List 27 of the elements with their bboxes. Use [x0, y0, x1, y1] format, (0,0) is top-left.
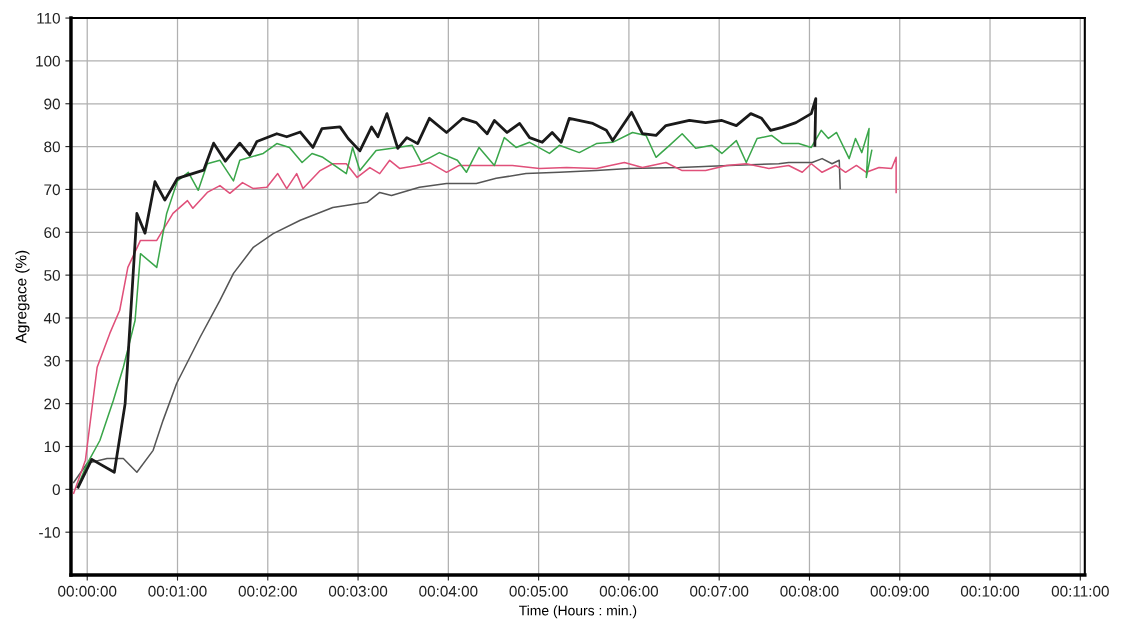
x-tick-label: 00:01:00: [148, 585, 207, 597]
x-tick-label: 00:10:00: [960, 585, 1020, 597]
x-tick-label: 00:04:00: [419, 585, 478, 597]
x-tick-label: 00:06:00: [599, 585, 659, 597]
y-tick-label: 20: [44, 398, 60, 410]
y-tick-label: 30: [44, 355, 60, 367]
y-tick-label: 80: [44, 141, 60, 153]
x-tick-label: 00:07:00: [690, 585, 749, 597]
x-tick-label: 00:00:00: [58, 585, 117, 597]
y-tick-label: 10: [44, 441, 60, 453]
x-tick-label: 00:03:00: [328, 585, 388, 597]
x-tick-label: 00:08:00: [780, 585, 839, 597]
y-axis-title: Agregace (%): [15, 250, 30, 344]
x-tick-label: 00:02:00: [238, 585, 297, 597]
y-tick-label: 0: [52, 484, 60, 496]
y-tick-label: 40: [43, 312, 60, 324]
x-tick-label: 00:11:00: [1051, 585, 1109, 597]
y-tick-label: -10: [39, 527, 60, 538]
y-tick-label: 90: [44, 98, 60, 110]
y-tick-label: 110: [37, 12, 60, 24]
y-tick-label: 70: [44, 184, 60, 196]
x-tick-label: 00:09:00: [870, 585, 929, 597]
y-tick-label: 60: [44, 227, 60, 238]
y-tick-label: 100: [36, 55, 60, 67]
y-tick-label: 50: [44, 269, 60, 281]
x-axis-title: Time (Hours : min.): [519, 605, 637, 619]
x-tick-label: 00:05:00: [509, 585, 568, 597]
